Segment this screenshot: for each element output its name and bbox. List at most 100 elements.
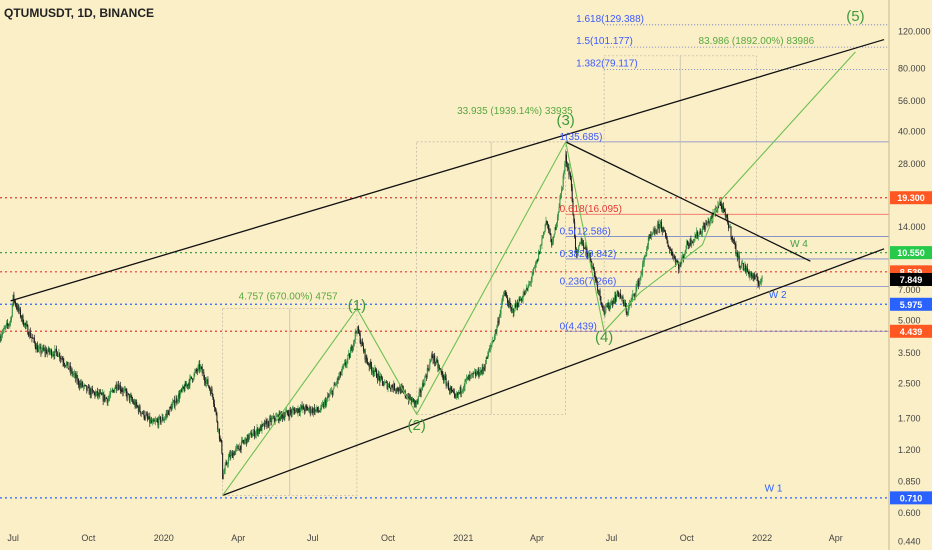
candle-body bbox=[558, 207, 560, 213]
candle-body bbox=[206, 379, 208, 381]
candle-body bbox=[254, 429, 256, 437]
candle-body bbox=[55, 348, 57, 352]
candle-body bbox=[300, 405, 302, 409]
candle-body bbox=[574, 221, 576, 238]
candle-body bbox=[384, 382, 386, 385]
candle-body bbox=[425, 375, 427, 378]
candle-body bbox=[231, 452, 233, 454]
candle-body bbox=[345, 364, 347, 366]
candle-body bbox=[600, 296, 602, 303]
candle-body bbox=[380, 376, 382, 382]
price-tag-background bbox=[890, 191, 932, 205]
candle-body bbox=[744, 265, 746, 270]
candle-body bbox=[60, 358, 62, 360]
candle-body bbox=[588, 253, 590, 255]
candle-body bbox=[737, 252, 739, 257]
candle-body bbox=[199, 364, 201, 370]
candle-body bbox=[146, 414, 148, 418]
candle-body bbox=[530, 279, 532, 283]
candle-body bbox=[327, 396, 329, 398]
candle-body bbox=[730, 226, 732, 237]
candle-body bbox=[446, 384, 448, 386]
candle-body bbox=[476, 372, 478, 375]
candle-body bbox=[592, 266, 594, 269]
candle-body bbox=[640, 275, 642, 278]
candle-body bbox=[365, 355, 367, 360]
candle-body bbox=[462, 390, 464, 392]
candle-body bbox=[341, 367, 343, 373]
candle-body bbox=[186, 384, 188, 387]
candle-body bbox=[208, 385, 210, 387]
candle-body bbox=[81, 382, 83, 386]
candle-body bbox=[583, 248, 585, 250]
candle-body bbox=[376, 370, 378, 378]
candle-body bbox=[8, 324, 10, 326]
elliott-wave-path bbox=[222, 51, 856, 496]
candle-body bbox=[68, 368, 70, 370]
candle-body bbox=[668, 246, 670, 249]
measure-label: 83.986 (1892.00%) 83986 bbox=[699, 36, 815, 47]
candle-body bbox=[142, 411, 144, 414]
candle-body bbox=[601, 302, 603, 306]
candle-body bbox=[336, 378, 338, 384]
candle-body bbox=[204, 377, 206, 382]
candle-body bbox=[534, 264, 536, 268]
candle-body bbox=[363, 349, 365, 352]
candle-body bbox=[364, 349, 366, 360]
candle-body bbox=[439, 368, 441, 371]
candle-body bbox=[436, 359, 438, 362]
candle-body bbox=[563, 170, 565, 176]
candle-body bbox=[322, 404, 324, 406]
candle-body bbox=[379, 376, 381, 382]
candle-body bbox=[656, 224, 658, 233]
candle-body bbox=[35, 346, 37, 350]
candle-body bbox=[389, 387, 391, 390]
candle-body bbox=[108, 397, 110, 400]
candle-body bbox=[503, 293, 505, 296]
candle-body bbox=[464, 379, 466, 387]
y-axis-tick-label: 28.000 bbox=[898, 159, 926, 169]
candle-body bbox=[441, 371, 443, 374]
candle-body bbox=[102, 393, 104, 401]
candle-body bbox=[707, 220, 709, 223]
candle-body bbox=[132, 400, 134, 402]
candle-body bbox=[755, 275, 757, 277]
candle-body bbox=[362, 341, 364, 346]
candle-body bbox=[583, 243, 585, 249]
candle-body bbox=[686, 240, 688, 250]
fib-retracement-label: 0.5(12.586) bbox=[560, 227, 611, 238]
candle-body bbox=[570, 173, 572, 180]
candle-body bbox=[78, 379, 80, 385]
candle-body bbox=[624, 302, 626, 306]
candle-body bbox=[295, 408, 297, 410]
candle-body bbox=[531, 275, 533, 280]
candle-body bbox=[131, 396, 133, 401]
price-tag-label: 0.710 bbox=[900, 493, 923, 503]
candle-body bbox=[15, 305, 17, 307]
candle-body bbox=[297, 408, 299, 413]
candle-body bbox=[660, 221, 662, 225]
candle-body bbox=[698, 232, 700, 236]
candle-body bbox=[655, 231, 657, 233]
candle-body bbox=[525, 287, 527, 291]
candle-body bbox=[306, 406, 308, 408]
candle-body bbox=[175, 398, 177, 404]
candle-body bbox=[1, 335, 3, 338]
candle-body bbox=[139, 406, 141, 412]
candle-body bbox=[304, 409, 306, 412]
candle-body bbox=[358, 326, 360, 333]
candle-body bbox=[556, 216, 558, 224]
candle-body bbox=[56, 351, 58, 357]
candle-body bbox=[184, 383, 186, 391]
candle-body bbox=[467, 376, 469, 380]
candle-body bbox=[626, 312, 628, 314]
candle-body bbox=[443, 378, 445, 381]
candle-body bbox=[385, 382, 387, 383]
candle-body bbox=[571, 186, 573, 202]
candle-body bbox=[520, 299, 522, 301]
candle-body bbox=[97, 392, 99, 396]
candle-body bbox=[538, 251, 540, 254]
candle-body bbox=[669, 248, 671, 250]
candle-body bbox=[11, 305, 13, 317]
